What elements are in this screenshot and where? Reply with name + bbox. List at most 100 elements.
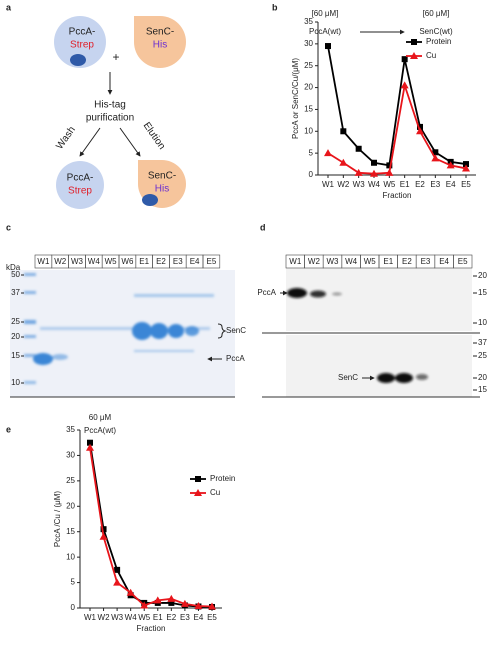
label: Strep <box>68 186 92 197</box>
annotation: [60 μM] <box>423 9 450 18</box>
marker <box>370 169 378 177</box>
marker <box>463 161 469 168</box>
y-tick-label: 5 <box>309 148 314 157</box>
y-tick-label: 0 <box>309 170 314 179</box>
marker <box>324 149 332 157</box>
label: His <box>153 40 167 51</box>
lane-label: W6 <box>121 257 134 266</box>
protein-blob <box>134 16 186 68</box>
marker <box>100 526 107 533</box>
x-tick-label: W2 <box>98 613 111 622</box>
brace <box>217 323 227 339</box>
marker <box>354 168 363 176</box>
y-tick-label: 5 <box>71 578 76 587</box>
marker-label: 10 <box>478 318 487 327</box>
label: SenC- <box>148 171 176 182</box>
marker <box>400 81 409 89</box>
marker <box>208 602 216 610</box>
lane-label: W5 <box>364 257 377 266</box>
y-axis-label: PccA /Cu / (μM) <box>53 491 62 548</box>
lane-label: W3 <box>71 257 84 266</box>
lane-label: E2 <box>402 257 412 266</box>
x-axis-label: Fraction <box>383 191 412 200</box>
marker <box>167 594 176 602</box>
lane-label: E3 <box>173 257 183 266</box>
arrow <box>79 127 101 157</box>
x-tick-label: E4 <box>194 613 204 622</box>
marker <box>114 566 121 573</box>
lane-label: W2 <box>308 257 321 266</box>
marker-label: 10 <box>11 378 20 387</box>
y-tick-label: 30 <box>304 39 313 48</box>
lane-label: W1 <box>37 257 50 266</box>
marker-label: 20 <box>478 271 487 280</box>
annotation: PccA(wt) <box>84 426 116 435</box>
label: Wash <box>54 125 77 152</box>
marker <box>385 168 394 176</box>
annotation: SenC(wt) <box>419 27 453 36</box>
marker <box>417 123 423 130</box>
lane-label: E4 <box>439 257 449 266</box>
marker <box>113 578 122 586</box>
marker-label: 25 <box>11 317 20 326</box>
x-tick-label: W1 <box>84 613 97 622</box>
x-axis-label: Fraction <box>137 624 166 633</box>
gel: kDa SenC PccA <box>6 263 246 398</box>
band-label: SenC <box>338 373 358 382</box>
x-tick-label: E5 <box>207 613 217 622</box>
y-axis-label: PccA or SenC/Cu/(μM) <box>291 58 300 139</box>
lane-label: E5 <box>458 257 468 266</box>
marker <box>140 601 149 609</box>
y-tick-label: 35 <box>304 17 313 26</box>
unit: kDa <box>6 263 21 272</box>
y-tick-label: 35 <box>66 425 75 434</box>
marker <box>168 599 175 606</box>
marker <box>416 127 424 135</box>
y-tick-label: 10 <box>304 126 313 135</box>
lane-label: W3 <box>327 257 340 266</box>
marker-label: 20 <box>478 373 487 382</box>
gel: PccA SenC <box>257 268 480 398</box>
y-tick-label: 25 <box>66 476 75 485</box>
marker-label: 50 <box>11 270 20 279</box>
legend-marker <box>194 489 202 496</box>
x-tick-label: E4 <box>446 180 456 189</box>
legend-marker <box>410 52 418 59</box>
label: PccA- <box>69 27 96 38</box>
marker <box>86 443 94 451</box>
marker-label: 25 <box>478 351 487 360</box>
annotation: PccA(wt) <box>309 27 341 36</box>
marker-label: 15 <box>11 351 20 360</box>
lane-label: E3 <box>421 257 431 266</box>
x-tick-label: E1 <box>400 180 410 189</box>
marker-label: 15 <box>478 288 487 297</box>
marker <box>339 158 348 166</box>
x-tick-label: E3 <box>430 180 440 189</box>
label: Strep <box>70 40 94 51</box>
protein-blob <box>56 161 104 209</box>
label: purification <box>86 113 134 124</box>
series-line <box>327 45 467 167</box>
label: His-tag <box>94 100 126 111</box>
marker <box>432 149 439 156</box>
marker <box>446 161 455 169</box>
plus: + <box>112 50 119 64</box>
label: PccA- <box>67 173 94 184</box>
label: Elution <box>141 120 168 151</box>
x-tick-label: W1 <box>322 180 335 189</box>
y-tick-label: 15 <box>66 527 75 536</box>
band-label: PccA <box>257 288 276 297</box>
marker <box>462 164 470 172</box>
marker <box>87 439 93 446</box>
lane-label: W4 <box>88 257 101 266</box>
arrow <box>119 127 141 157</box>
y-tick-label: 20 <box>66 501 75 510</box>
panel-letter: e <box>6 424 11 434</box>
legend-marker <box>195 476 201 482</box>
legend-label: Protein <box>426 37 451 46</box>
panel-letter: a <box>6 2 12 12</box>
x-tick-label: W2 <box>337 180 350 189</box>
lane-label: E5 <box>207 257 217 266</box>
